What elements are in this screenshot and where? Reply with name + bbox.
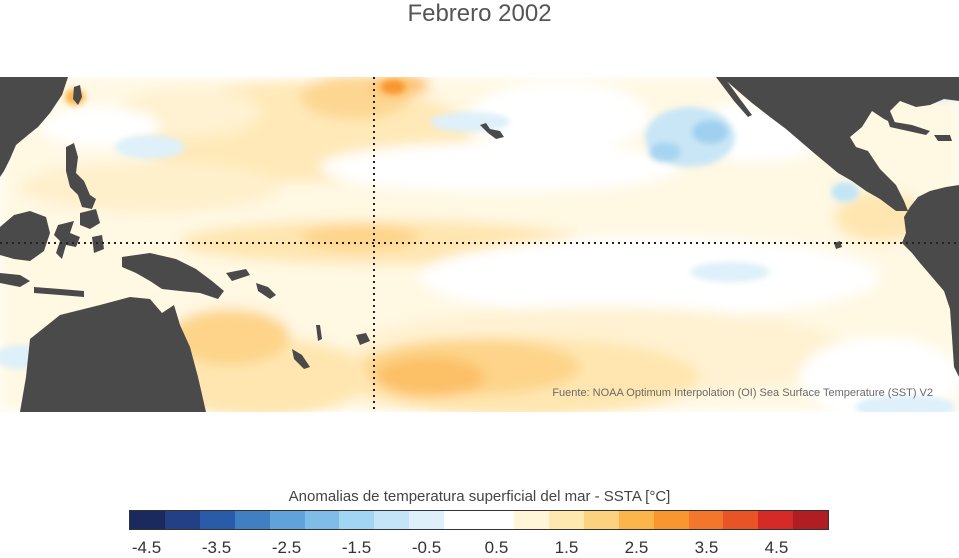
asia-mainland — [0, 77, 68, 177]
color-scale-tick-label: 0.5 — [484, 538, 509, 557]
color-swatch — [164, 511, 200, 529]
new-britain — [226, 269, 250, 281]
color-swatch — [199, 511, 235, 529]
color-scale-tick-label: -0.5 — [411, 538, 442, 557]
color-scale-tick-label: -3.5 — [201, 538, 232, 557]
lesser-sundas — [34, 287, 84, 297]
vanuatu — [316, 325, 322, 341]
hispaniola — [934, 135, 952, 141]
color-swatch — [758, 511, 794, 529]
color-scale-tick-label: -4.5 — [131, 538, 162, 557]
philippines — [66, 143, 96, 209]
color-scale-tick-label: -1.5 — [341, 538, 372, 557]
color-swatch — [793, 511, 829, 529]
color-swatch — [723, 511, 759, 529]
taiwan — [73, 85, 82, 105]
new-guinea — [122, 253, 224, 299]
color-swatch — [304, 511, 340, 529]
color-scale-tick-label: 1.5 — [554, 538, 579, 557]
hawaii — [480, 123, 504, 139]
color-swatch — [479, 511, 514, 529]
south-america — [902, 185, 959, 377]
data-source-caption: Fuente: NOAA Optimum Interpolation (OI) … — [552, 387, 933, 399]
color-swatch — [583, 511, 619, 529]
java — [0, 273, 30, 287]
color-scale-tick-label: -2.5 — [271, 538, 302, 557]
color-swatch — [688, 511, 724, 529]
color-swatch — [339, 511, 375, 529]
ssta-map — [0, 77, 959, 412]
color-scale-ticks: -4.5 -3.5 -2.5 -1.5 -0.5 0.5 1.5 2.5 3.5 4.5 — [0, 538, 959, 558]
new-caledonia — [292, 349, 310, 369]
color-swatch — [653, 511, 689, 529]
legend-title: Anomalias de temperatura superficial del… — [288, 488, 671, 505]
color-swatch — [130, 511, 165, 529]
fiji — [356, 333, 370, 345]
australia — [20, 297, 206, 412]
borneo — [0, 211, 50, 261]
color-swatch — [374, 511, 410, 529]
color-scale-bar — [129, 510, 829, 530]
color-swatch — [513, 511, 549, 529]
map-title: Febrero 2002 — [407, 0, 552, 27]
color-swatch — [234, 511, 270, 529]
color-scale-tick-label: 3.5 — [694, 538, 719, 557]
color-swatch — [618, 511, 654, 529]
color-swatch — [548, 511, 584, 529]
north-america — [722, 77, 959, 211]
reference-lines — [0, 77, 959, 412]
sulawesi — [54, 221, 80, 259]
color-swatch — [409, 511, 445, 529]
color-scale-tick-label: 4.5 — [764, 538, 789, 557]
color-swatch — [269, 511, 305, 529]
color-swatch — [444, 511, 480, 529]
land-masses — [0, 77, 959, 412]
baja-california — [716, 77, 752, 117]
solomon-islands — [256, 283, 276, 299]
cuba — [888, 121, 930, 135]
color-scale-tick-label: 2.5 — [624, 538, 649, 557]
philippines-south — [80, 209, 100, 229]
